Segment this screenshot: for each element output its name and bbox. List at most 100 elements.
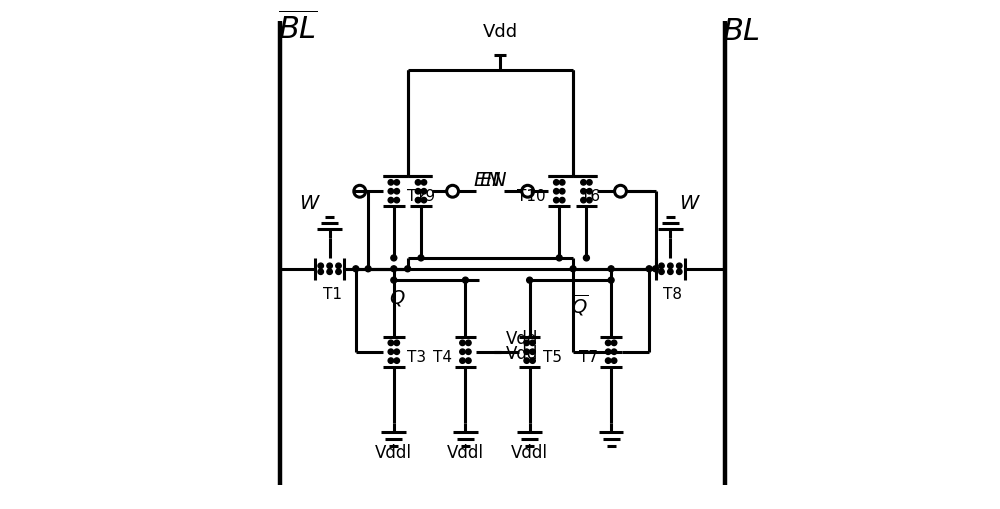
Circle shape bbox=[460, 349, 465, 354]
Circle shape bbox=[611, 340, 617, 346]
Circle shape bbox=[524, 358, 529, 363]
Text: Vdd: Vdd bbox=[506, 330, 538, 348]
Text: Vddl: Vddl bbox=[511, 444, 548, 462]
Text: Vddl: Vddl bbox=[447, 444, 484, 462]
Circle shape bbox=[524, 340, 529, 346]
Circle shape bbox=[391, 266, 397, 272]
Circle shape bbox=[605, 340, 611, 346]
Circle shape bbox=[394, 188, 400, 194]
Circle shape bbox=[677, 263, 682, 269]
Text: T5: T5 bbox=[543, 350, 562, 364]
Circle shape bbox=[318, 269, 323, 274]
Circle shape bbox=[327, 263, 332, 269]
Circle shape bbox=[388, 358, 394, 363]
Circle shape bbox=[415, 188, 421, 194]
Circle shape bbox=[336, 269, 341, 274]
Circle shape bbox=[418, 255, 424, 261]
Circle shape bbox=[570, 266, 576, 272]
Circle shape bbox=[677, 269, 682, 274]
Text: $\overline{BL}$: $\overline{BL}$ bbox=[278, 11, 318, 46]
Circle shape bbox=[659, 269, 664, 274]
Text: T2: T2 bbox=[407, 189, 426, 204]
Circle shape bbox=[353, 266, 359, 272]
Circle shape bbox=[394, 180, 400, 185]
Circle shape bbox=[554, 180, 559, 185]
Circle shape bbox=[556, 255, 562, 261]
Circle shape bbox=[605, 349, 611, 354]
Circle shape bbox=[415, 180, 421, 185]
Circle shape bbox=[415, 197, 421, 203]
Circle shape bbox=[587, 188, 592, 194]
Circle shape bbox=[394, 349, 400, 354]
Circle shape bbox=[527, 277, 533, 283]
Text: Vdd: Vdd bbox=[482, 22, 518, 41]
Circle shape bbox=[391, 277, 397, 283]
Circle shape bbox=[466, 358, 471, 363]
Text: T10: T10 bbox=[517, 189, 546, 204]
Circle shape bbox=[460, 340, 465, 346]
Circle shape bbox=[394, 358, 400, 363]
Text: T3: T3 bbox=[407, 350, 426, 364]
Circle shape bbox=[605, 358, 611, 363]
Circle shape bbox=[560, 197, 565, 203]
Text: $EN$: $EN$ bbox=[473, 172, 501, 190]
Circle shape bbox=[583, 255, 589, 261]
Circle shape bbox=[530, 340, 535, 346]
Circle shape bbox=[554, 197, 559, 203]
Circle shape bbox=[587, 197, 592, 203]
Circle shape bbox=[388, 180, 394, 185]
Circle shape bbox=[327, 269, 332, 274]
Circle shape bbox=[524, 349, 529, 354]
Circle shape bbox=[608, 277, 614, 283]
Circle shape bbox=[530, 358, 535, 363]
Circle shape bbox=[560, 188, 565, 194]
Circle shape bbox=[581, 188, 586, 194]
Circle shape bbox=[587, 180, 592, 185]
Circle shape bbox=[530, 349, 535, 354]
Text: $W$: $W$ bbox=[679, 194, 701, 213]
Text: $\overline{Q}$: $\overline{Q}$ bbox=[571, 293, 588, 318]
Circle shape bbox=[394, 197, 400, 203]
Circle shape bbox=[421, 188, 427, 194]
Circle shape bbox=[466, 340, 471, 346]
Text: $Q$: $Q$ bbox=[389, 288, 405, 308]
Circle shape bbox=[394, 340, 400, 346]
Circle shape bbox=[668, 269, 673, 274]
Circle shape bbox=[646, 266, 652, 272]
Text: T9: T9 bbox=[416, 189, 435, 204]
Text: T4: T4 bbox=[433, 350, 452, 364]
Text: Vddl: Vddl bbox=[375, 444, 412, 462]
Circle shape bbox=[554, 188, 559, 194]
Text: Vdd: Vdd bbox=[506, 345, 538, 363]
Circle shape bbox=[421, 197, 427, 203]
Circle shape bbox=[611, 349, 617, 354]
Circle shape bbox=[462, 277, 468, 283]
Circle shape bbox=[388, 197, 394, 203]
Circle shape bbox=[466, 349, 471, 354]
Circle shape bbox=[608, 266, 614, 272]
Circle shape bbox=[318, 263, 323, 269]
Text: $EN$: $EN$ bbox=[479, 172, 507, 190]
Circle shape bbox=[421, 180, 427, 185]
Text: T1: T1 bbox=[323, 288, 342, 302]
Text: T7: T7 bbox=[579, 350, 598, 364]
Circle shape bbox=[336, 263, 341, 269]
Circle shape bbox=[365, 266, 371, 272]
Circle shape bbox=[388, 340, 394, 346]
Text: T6: T6 bbox=[581, 189, 601, 204]
Circle shape bbox=[653, 266, 659, 272]
Text: $BL$: $BL$ bbox=[722, 17, 760, 46]
Circle shape bbox=[460, 358, 465, 363]
Circle shape bbox=[388, 349, 394, 354]
Circle shape bbox=[581, 180, 586, 185]
Circle shape bbox=[611, 358, 617, 363]
Circle shape bbox=[405, 266, 411, 272]
Text: $W$: $W$ bbox=[299, 194, 321, 213]
Circle shape bbox=[668, 263, 673, 269]
Circle shape bbox=[391, 255, 397, 261]
Text: T8: T8 bbox=[663, 288, 682, 302]
Circle shape bbox=[659, 263, 664, 269]
Circle shape bbox=[388, 188, 394, 194]
Circle shape bbox=[560, 180, 565, 185]
Circle shape bbox=[581, 197, 586, 203]
